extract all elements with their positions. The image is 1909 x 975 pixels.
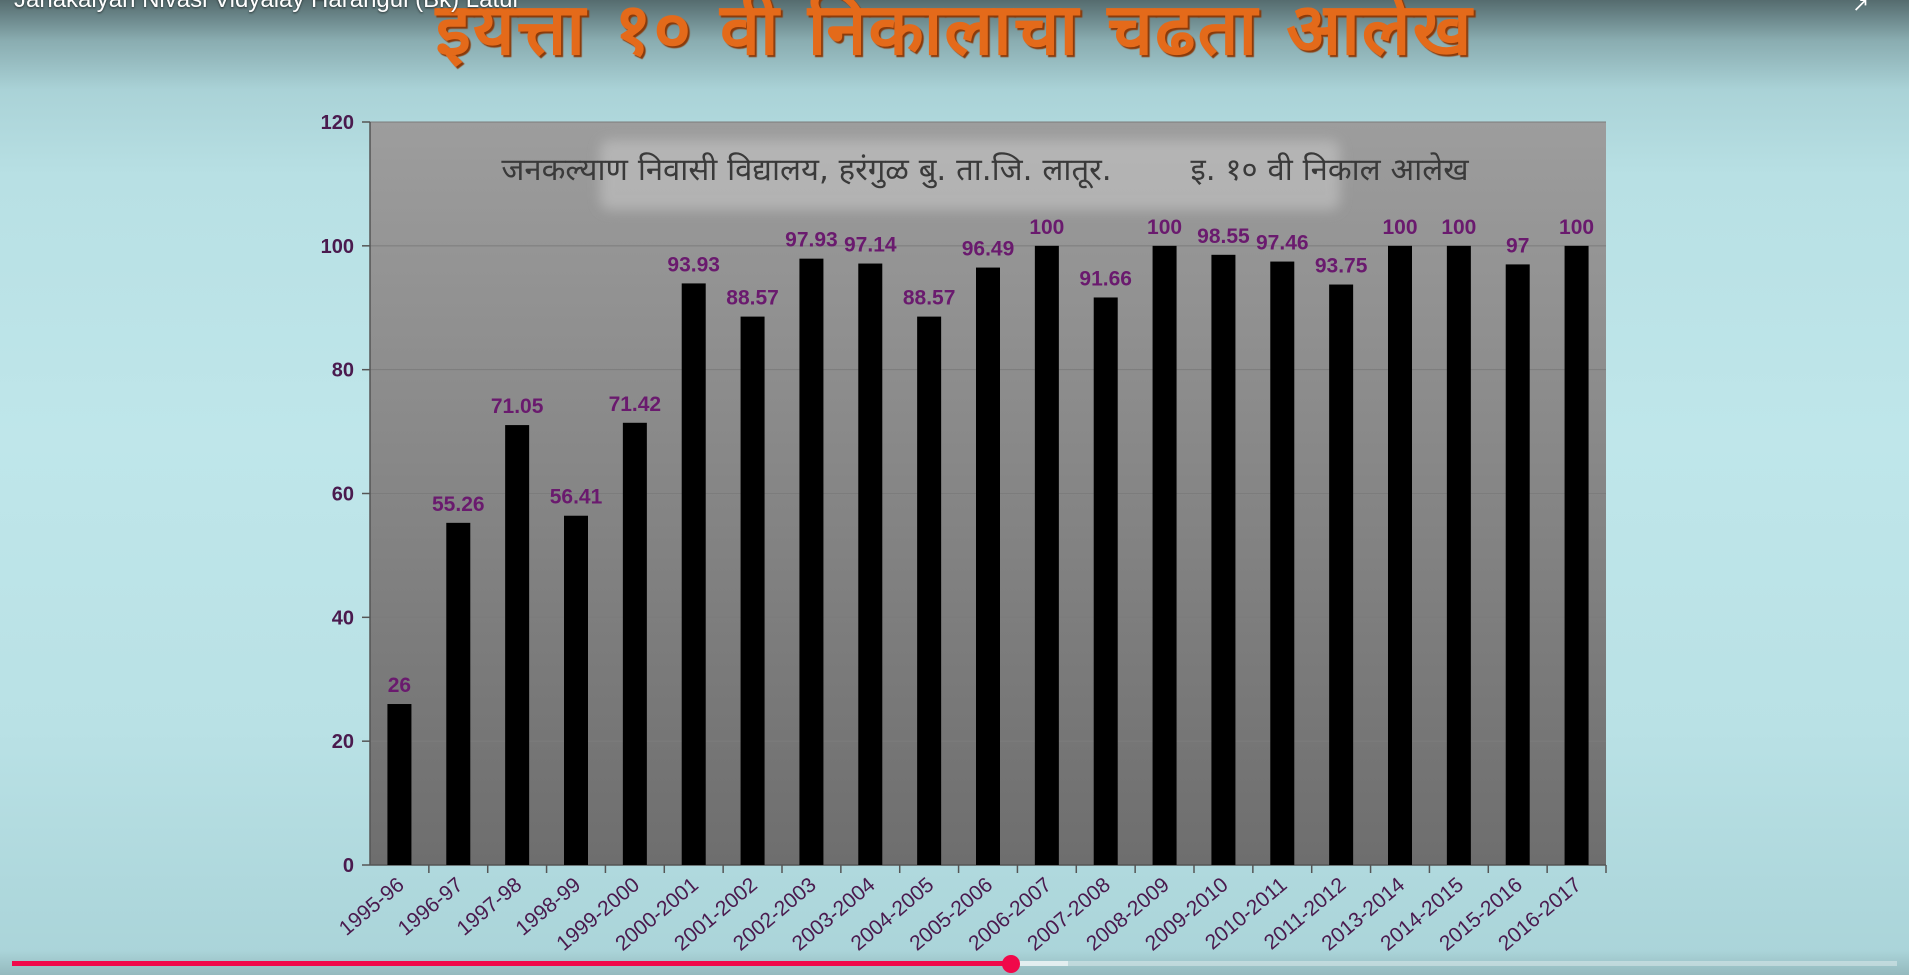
bar-2010-2011 (1270, 261, 1295, 865)
value-label-2016-2017: 100 (1559, 216, 1594, 239)
y-tick-label: 20 (332, 731, 354, 753)
value-label-2013-2014: 100 (1382, 216, 1417, 239)
bar-2003-2004 (858, 263, 883, 865)
chart-title-glow (600, 140, 1340, 210)
y-tick-label: 80 (332, 360, 354, 382)
y-tick-label: 40 (332, 607, 354, 629)
value-label-2008-2009: 100 (1147, 216, 1182, 239)
bar-1999-2000 (622, 422, 647, 865)
bar-2001-2002 (740, 316, 765, 865)
bar-1998-99 (564, 515, 588, 865)
x-axis: 1995-961996-971997-981998-991999-2000200… (335, 864, 1607, 955)
bar-2008-2009 (1152, 245, 1177, 866)
value-label-2007-2008: 91.66 (1079, 267, 1132, 290)
bars (387, 245, 1589, 866)
value-label-1996-97: 55.26 (432, 493, 485, 516)
video-progress-bar[interactable] (0, 950, 1909, 975)
share-icon[interactable]: ↗ (1852, 0, 1869, 16)
bar-2000-2001 (681, 283, 706, 865)
value-label-2006-2007: 100 (1029, 216, 1064, 239)
y-axis: 0 20 40 60 80 100 120 (321, 112, 371, 877)
bar-1996-97 (446, 522, 471, 865)
bar-1995-96 (387, 704, 412, 865)
scrubber-handle[interactable] (1002, 955, 1021, 973)
slide-heading: इयत्ता १० वी निकालाचा चढता आलेख (435, 0, 1474, 71)
value-label-1999-2000: 71.42 (609, 393, 662, 416)
bar-2013-2014 (1388, 245, 1412, 866)
value-label-2002-2003: 97.93 (785, 229, 838, 252)
value-label-2004-2005: 88.57 (903, 287, 956, 310)
value-label-1998-99: 56.41 (550, 486, 603, 509)
value-label-2010-2011: 97.46 (1256, 232, 1309, 255)
bar-2004-2005 (917, 316, 942, 865)
y-tick-label: 60 (332, 484, 354, 506)
x-tick-label-1995-96: 1995-96 (335, 873, 409, 940)
value-label-2003-2004: 97.14 (844, 234, 897, 257)
bar-2002-2003 (799, 258, 824, 865)
bar-2015-2016 (1505, 264, 1530, 865)
value-label-2001-2002: 88.57 (726, 287, 779, 310)
value-label-2009-2010: 98.55 (1197, 225, 1250, 248)
value-label-2015-2016: 97 (1506, 234, 1529, 257)
value-label-2005-2006: 96.49 (962, 238, 1015, 261)
value-label-2011-2012: 93.75 (1315, 255, 1368, 278)
chart-title: जनकल्याण निवासी विद्यालय, हरंगुळ बु. ता.… (501, 152, 1469, 189)
x-tick-label-1997-98: 1997-98 (453, 873, 527, 940)
bar-2016-2017 (1564, 245, 1589, 866)
bar-2011-2012 (1329, 284, 1354, 865)
bar-2014-2015 (1446, 245, 1471, 866)
value-label-2014-2015: 100 (1441, 216, 1476, 239)
value-label-1995-96: 26 (388, 674, 411, 697)
bar-2007-2008 (1093, 297, 1118, 866)
y-tick-label: 0 (343, 855, 354, 877)
value-label-1997-98: 71.05 (491, 395, 544, 418)
bar-1997-98 (505, 425, 530, 865)
progress-track[interactable] (12, 955, 1897, 973)
value-label-2000-2001: 93.93 (667, 253, 720, 276)
y-tick-label: 100 (321, 236, 354, 258)
bar-2005-2006 (976, 267, 1000, 866)
video-title[interactable]: Janakalyan Nivasi Vidyalay Harangul (Bk)… (14, 0, 520, 14)
y-tick-label: 120 (321, 112, 354, 134)
top-gradient-overlay (0, 0, 1909, 90)
bar-2006-2007 (1034, 245, 1059, 866)
x-tick-label-1996-97: 1996-97 (394, 873, 468, 940)
bar-2009-2010 (1211, 254, 1236, 865)
progress-played (12, 961, 1012, 966)
value-labels: 26 55.26 71.05 56.41 71.42 93.93 88.57 97.93 97.… (388, 216, 1594, 697)
